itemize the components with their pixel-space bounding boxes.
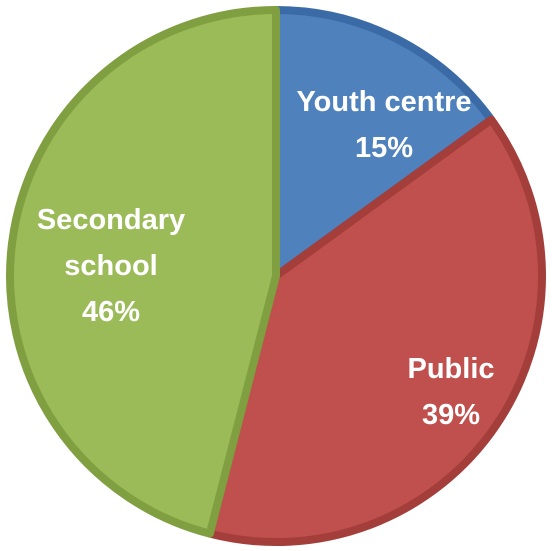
pie-slice-secondary-school: [6, 6, 280, 538]
slice-value-label: 46%: [82, 296, 140, 328]
slice-name-label: school: [64, 250, 157, 282]
slice-name-label: Public: [407, 353, 494, 385]
slice-name-label: Secondary: [37, 204, 185, 236]
slice-label-secondary-school: Secondary school 46%: [37, 204, 185, 328]
pie-labels: Youth centre 15% Public 39% Secondary school 4…: [37, 86, 495, 431]
slice-name-label: Youth centre: [296, 86, 471, 118]
slice-label-youth-centre: Youth centre 15%: [296, 86, 471, 164]
pie-slices: [6, 6, 546, 546]
pie-slice-youth-centre: [272, 6, 496, 280]
slice-value-label: 39%: [422, 399, 480, 431]
slice-value-label: 15%: [355, 132, 413, 164]
pie-slice-public: [205, 115, 546, 546]
slice-label-public: Public 39%: [407, 353, 494, 431]
